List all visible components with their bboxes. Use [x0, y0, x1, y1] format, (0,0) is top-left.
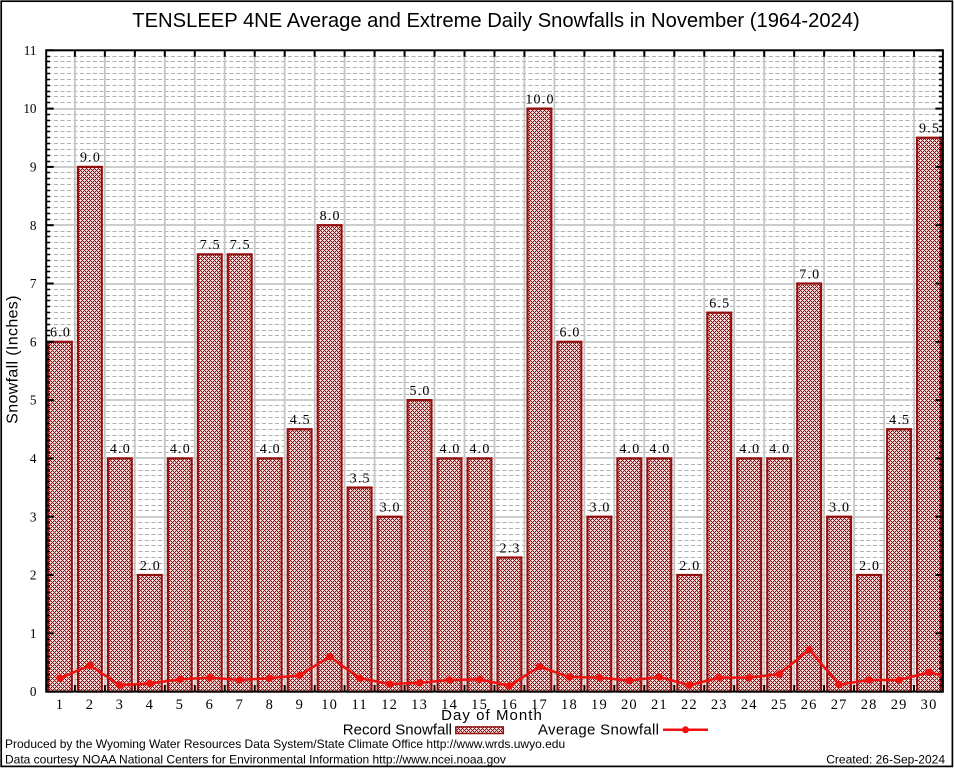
svg-text:4.5: 4.5	[889, 413, 910, 428]
svg-text:27: 27	[831, 697, 848, 713]
svg-text:8.0: 8.0	[320, 209, 341, 224]
svg-text:3.5: 3.5	[350, 471, 371, 486]
svg-text:29: 29	[891, 697, 908, 713]
svg-text:26: 26	[801, 697, 818, 713]
svg-text:7.5: 7.5	[230, 238, 251, 253]
svg-text:3: 3	[116, 697, 124, 713]
svg-text:Day of Month: Day of Month	[441, 707, 543, 724]
svg-text:10: 10	[23, 101, 37, 116]
svg-text:10: 10	[321, 697, 338, 713]
svg-text:5.0: 5.0	[410, 384, 431, 399]
svg-text:8: 8	[30, 218, 37, 233]
svg-text:9: 9	[30, 160, 37, 175]
svg-text:2.0: 2.0	[679, 559, 700, 574]
svg-text:7.0: 7.0	[799, 267, 820, 282]
svg-text:20: 20	[621, 697, 638, 713]
svg-text:4.0: 4.0	[769, 442, 790, 457]
svg-text:2: 2	[86, 697, 94, 713]
svg-text:14: 14	[441, 697, 458, 713]
svg-text:23: 23	[711, 697, 728, 713]
svg-text:16: 16	[501, 697, 518, 713]
svg-text:3: 3	[30, 509, 37, 524]
svg-text:Snowfall (Inches): Snowfall (Inches)	[5, 295, 22, 424]
svg-text:11: 11	[352, 697, 368, 713]
svg-text:1: 1	[30, 626, 37, 641]
svg-text:4.0: 4.0	[170, 442, 191, 457]
svg-text:3.0: 3.0	[589, 501, 610, 516]
svg-text:5: 5	[176, 697, 184, 713]
svg-text:Data courtesy NOAA National Ce: Data courtesy NOAA National Centers for …	[5, 752, 506, 766]
svg-text:4.0: 4.0	[470, 442, 491, 457]
svg-text:22: 22	[681, 697, 698, 713]
svg-text:4.0: 4.0	[110, 442, 131, 457]
svg-text:9.5: 9.5	[919, 122, 940, 137]
svg-text:2.0: 2.0	[859, 559, 880, 574]
svg-text:4.0: 4.0	[649, 442, 670, 457]
svg-text:28: 28	[861, 697, 878, 713]
svg-text:2.0: 2.0	[140, 559, 161, 574]
svg-text:2.3: 2.3	[499, 541, 520, 556]
svg-text:24: 24	[741, 697, 758, 713]
svg-text:7.5: 7.5	[200, 238, 221, 253]
svg-text:6.0: 6.0	[50, 326, 71, 341]
svg-text:9.0: 9.0	[80, 151, 101, 166]
svg-text:30: 30	[921, 697, 938, 713]
svg-text:4.0: 4.0	[619, 442, 640, 457]
svg-text:3.0: 3.0	[380, 501, 401, 516]
svg-text:17: 17	[531, 697, 548, 713]
svg-text:21: 21	[651, 697, 668, 713]
svg-text:6: 6	[206, 697, 214, 713]
svg-text:4.0: 4.0	[440, 442, 461, 457]
svg-text:0: 0	[30, 684, 37, 699]
svg-text:8: 8	[266, 697, 274, 713]
svg-text:4.0: 4.0	[260, 442, 281, 457]
svg-text:5: 5	[30, 393, 37, 408]
svg-text:6.0: 6.0	[559, 326, 580, 341]
svg-text:3.0: 3.0	[829, 501, 850, 516]
svg-text:10.0: 10.0	[525, 92, 554, 107]
svg-text:15: 15	[471, 697, 488, 713]
svg-text:Average Snowfall: Average Snowfall	[538, 722, 659, 739]
svg-text:4.5: 4.5	[290, 413, 311, 428]
svg-text:7: 7	[30, 276, 37, 291]
svg-text:9: 9	[296, 697, 304, 713]
svg-text:4: 4	[30, 451, 37, 466]
svg-text:TENSLEEP 4NE Average and Extre: TENSLEEP 4NE Average and Extreme Daily S…	[132, 10, 860, 32]
svg-text:19: 19	[591, 697, 608, 713]
svg-text:4: 4	[146, 697, 154, 713]
svg-text:Record Snowfall: Record Snowfall	[343, 722, 452, 739]
svg-text:12: 12	[381, 697, 398, 713]
svg-text:Created: 26-Sep-2024: Created: 26-Sep-2024	[826, 752, 945, 766]
svg-text:7: 7	[236, 697, 244, 713]
svg-text:13: 13	[411, 697, 428, 713]
svg-text:11: 11	[24, 43, 37, 58]
svg-text:25: 25	[771, 697, 788, 713]
svg-text:1: 1	[56, 697, 64, 713]
svg-text:2: 2	[30, 568, 37, 583]
svg-text:4.0: 4.0	[739, 442, 760, 457]
svg-text:Produced by the Wyoming Water: Produced by the Wyoming Water Resources …	[5, 737, 565, 751]
svg-text:6: 6	[30, 334, 37, 349]
svg-text:6.5: 6.5	[709, 296, 730, 311]
svg-text:18: 18	[561, 697, 578, 713]
